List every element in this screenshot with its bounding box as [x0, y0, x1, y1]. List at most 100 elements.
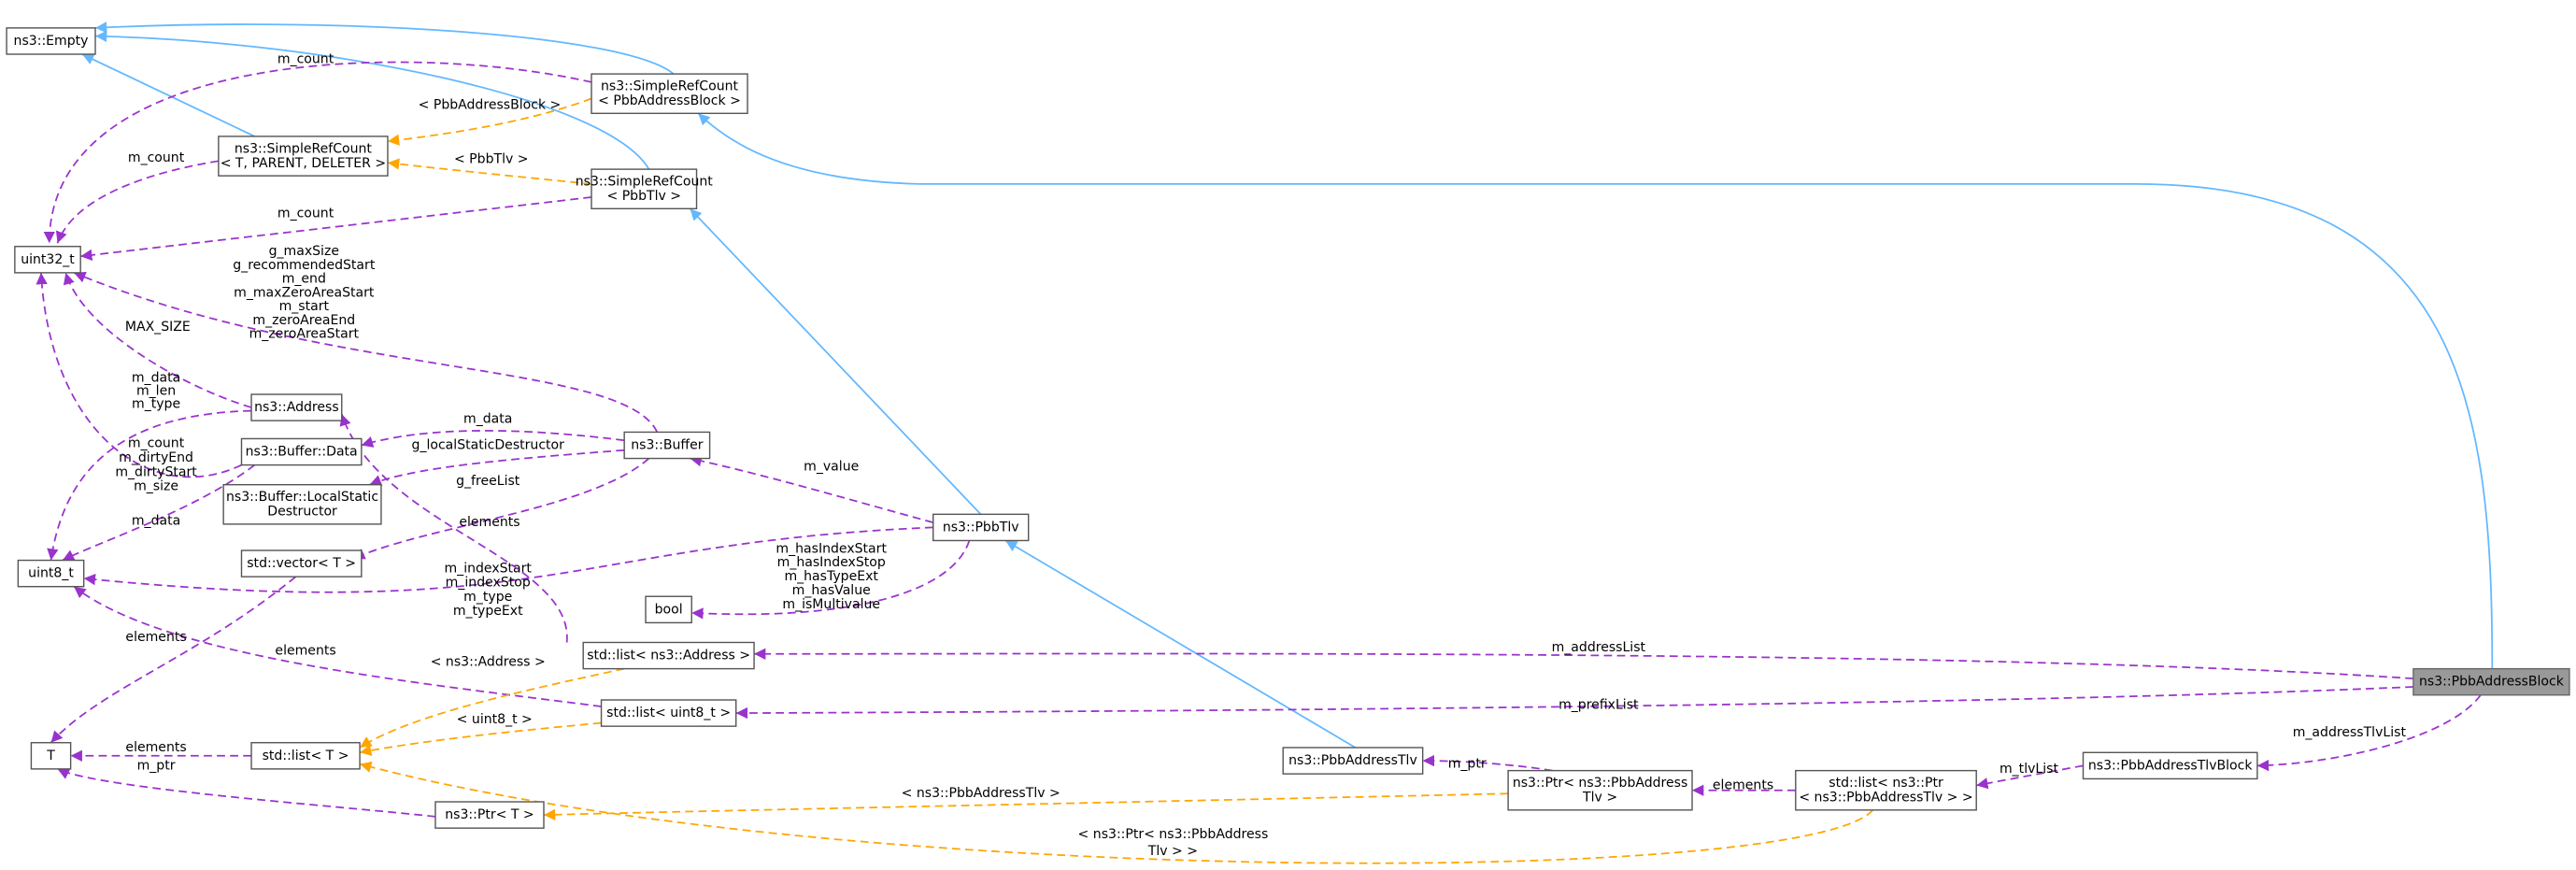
edge-label: elements	[125, 740, 186, 755]
edge-label: m_type	[463, 590, 512, 605]
edge-label: m_data	[132, 370, 180, 385]
dependency-edge	[691, 540, 971, 620]
edge-label: m_prefixList	[1558, 697, 1639, 712]
dependency-edge	[359, 761, 1874, 864]
dependency-edge	[36, 272, 242, 478]
inheritance-edge	[81, 53, 255, 137]
class-node: ns3::Ptr< T >	[434, 801, 545, 829]
edge-label: m_len	[136, 383, 176, 398]
class-node: bool	[645, 595, 692, 624]
node-box	[623, 431, 711, 460]
dependency-edge	[47, 409, 252, 561]
edge-label: elements	[125, 630, 186, 645]
node-label: Destructor	[267, 505, 337, 520]
edge-label: g_localStaticDestructor	[412, 437, 565, 452]
edge-label: m_maxZeroAreaStart	[234, 285, 375, 300]
class-node: ns3::SimpleRefCount< PbbTlv >	[576, 168, 714, 210]
edge-label: m_count	[128, 150, 185, 165]
dependency-edge	[50, 576, 297, 744]
edge-label: elements	[459, 515, 519, 530]
edge-label: m_size	[134, 479, 178, 494]
class-node: ns3::Buffer::Data	[240, 437, 363, 466]
node-label: ns3::SimpleRefCount	[576, 174, 714, 189]
node-box	[1282, 747, 1424, 775]
edge-label: m_hasValue	[792, 583, 871, 598]
class-node: ns3::PbbAddressTlvBlock	[2082, 751, 2258, 780]
edge-label: m_indexStop	[446, 576, 531, 591]
edge-label: m_hasIndexStart	[776, 541, 887, 556]
dependency-edge	[55, 160, 220, 244]
inheritance-edge	[689, 207, 982, 515]
edge-label: < ns3::PbbAddressTlv >	[902, 786, 1060, 801]
node-box	[30, 742, 72, 770]
edge-label: m_zeroAreaStart	[249, 327, 360, 342]
edge-label: MAX_SIZE	[125, 320, 191, 335]
node-label: ns3::Ptr< ns3::PbbAddress	[1513, 776, 1687, 791]
edge-label: m_dirtyStart	[115, 464, 197, 479]
edge-label: m_addressTlvList	[2293, 725, 2407, 740]
node-box	[2412, 667, 2570, 696]
node-box	[932, 513, 1030, 542]
edges: m_count m_count m_count g_maxSizeg_recommen…	[36, 51, 2482, 864]
node-label: std::list< ns3::Address >	[587, 649, 750, 663]
edge-label: < uint8_t >	[457, 712, 533, 727]
edge-label: m_typeExt	[453, 604, 523, 619]
dependency-edge	[352, 457, 650, 560]
node-label: std::list< ns3::Ptr	[1829, 776, 1943, 791]
node-box	[240, 549, 363, 578]
dependency-edge	[339, 413, 568, 643]
node-label: ns3::Ptr< T >	[445, 807, 534, 822]
inheritance-edge	[94, 21, 675, 75]
node-label: ns3::Empty	[14, 34, 89, 49]
edge-label: m_addressList	[1552, 640, 1646, 655]
class-node: ns3::Empty	[6, 27, 96, 55]
dependency-edge	[2256, 694, 2482, 772]
dependency-edge	[83, 526, 933, 593]
class-node: ns3::SimpleRefCount< PbbAddressBlock >	[591, 73, 748, 115]
dependency-edge	[387, 158, 592, 185]
class-node: std::vector< T >	[240, 549, 363, 578]
class-node: uint32_t	[14, 246, 81, 274]
edge-label: m_count	[128, 436, 185, 451]
dependency-edge	[73, 271, 659, 433]
node-label: ns3::SimpleRefCount	[235, 141, 373, 156]
node-label: ns3::SimpleRefCount	[601, 78, 739, 93]
node-box	[582, 641, 755, 670]
node-label: T	[46, 749, 55, 763]
edge-label: m_dirtyEnd	[119, 450, 193, 465]
edge-label: m_data	[463, 411, 512, 426]
dependency-edge	[73, 586, 602, 707]
node-box	[645, 595, 692, 624]
node-label: std::list< uint8_t >	[606, 706, 731, 720]
edge-label: m_end	[282, 272, 326, 287]
edge-label: m_hasIndexStop	[777, 555, 886, 570]
dependency-edge	[387, 97, 592, 146]
class-node: std::list< uint8_t >	[600, 699, 737, 727]
node-box	[222, 483, 382, 525]
class-node: ns3::PbbAddressBlock	[2412, 667, 2570, 696]
node-label: ns3::PbbAddressTlvBlock	[2088, 758, 2254, 773]
node-box	[1507, 769, 1693, 811]
class-node: ns3::Buffer	[623, 431, 711, 460]
edge-label: m_isMultivalue	[782, 597, 880, 612]
node-label: Tlv >	[1582, 790, 1617, 805]
node-label: uint32_t	[21, 252, 75, 267]
edge-label: m_ptr	[1448, 757, 1487, 772]
node-box	[250, 742, 361, 770]
inheritance-edge	[697, 112, 2494, 669]
dependency-edge	[543, 792, 1509, 820]
node-label: ns3::Buffer::LocalStatic	[226, 490, 378, 505]
node-box	[434, 801, 545, 829]
node-box	[600, 699, 737, 727]
edge-label: < PbbTlv >	[454, 152, 529, 167]
class-node: std::list< T >	[250, 742, 361, 770]
node-label: ns3::Address	[254, 400, 339, 415]
edge-label: Tlv > >	[1147, 844, 1198, 859]
node-box	[17, 559, 85, 588]
dependency-edge	[62, 464, 256, 562]
dependency-edge	[361, 430, 625, 448]
node-label: < PbbTlv >	[606, 189, 681, 204]
node-label: std::vector< T >	[247, 556, 356, 571]
